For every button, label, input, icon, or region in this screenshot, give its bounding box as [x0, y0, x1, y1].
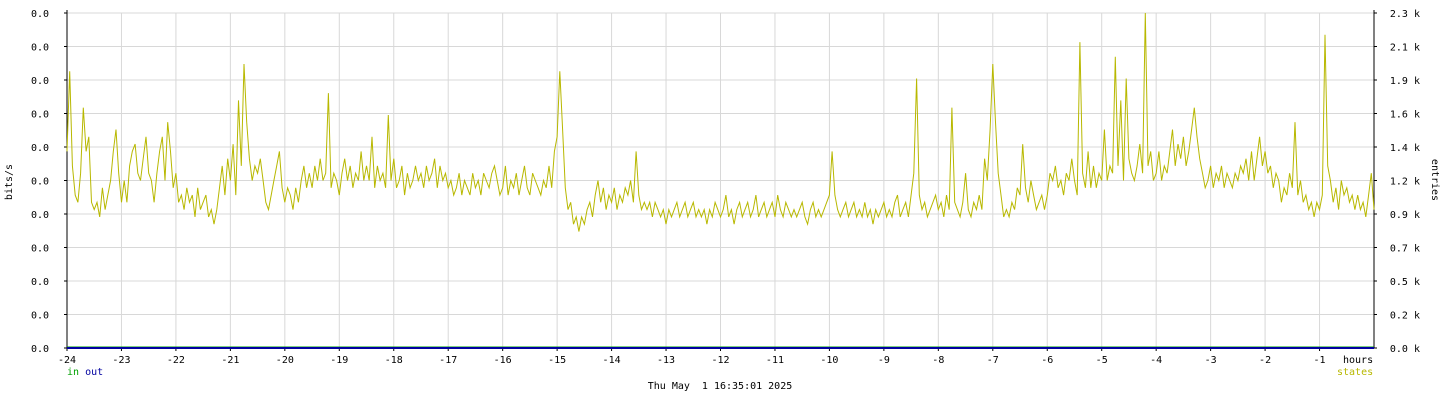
- x-tick-label: -15: [548, 355, 566, 366]
- x-tick-label: -14: [603, 355, 621, 366]
- right-tick-label: 0.5 k: [1390, 277, 1420, 288]
- left-axis-ticks: 0.0 0.0 0.0 0.0 0.0 0.0 0.0 0.0 0.0 0.0 0.0: [31, 9, 67, 355]
- x-tick-label: -19: [330, 355, 348, 366]
- right-tick-label: 0.2 k: [1390, 311, 1420, 322]
- right-tick-label: 2.3 k: [1390, 9, 1420, 20]
- x-tick-label: -24: [58, 355, 76, 366]
- left-tick-label: 0.0: [31, 43, 49, 54]
- x-tick-label: -2: [1259, 355, 1271, 366]
- left-tick-label: 0.0: [31, 277, 49, 288]
- x-tick-label: -1: [1314, 355, 1326, 366]
- legend-in-out: in out: [67, 367, 103, 378]
- right-tick-label: 1.2 k: [1390, 177, 1420, 188]
- x-tick-label: -20: [276, 355, 294, 366]
- x-tick-label: -21: [221, 355, 239, 366]
- left-tick-label: 0.0: [31, 311, 49, 322]
- legend-states: states: [1337, 367, 1373, 378]
- x-tick-label: -22: [167, 355, 185, 366]
- right-tick-label: 1.6 k: [1390, 110, 1420, 121]
- left-tick-label: 0.0: [31, 244, 49, 255]
- x-tick-label: -18: [385, 355, 403, 366]
- left-tick-label: 0.0: [31, 143, 49, 154]
- timestamp: Thu May 1 16:35:01 2025: [648, 381, 793, 392]
- left-tick-label: 0.0: [31, 76, 49, 87]
- x-tick-label: -3: [1205, 355, 1217, 366]
- left-axis-label: bits/s: [4, 164, 15, 200]
- legend-in: in: [67, 367, 80, 378]
- left-tick-label: 0.0: [31, 9, 49, 20]
- series-line-states: [66, 12, 1375, 232]
- x-tick-label: -12: [711, 355, 729, 366]
- left-tick-label: 0.0: [31, 177, 49, 188]
- x-tick-label: -16: [494, 355, 512, 366]
- x-tick-label: -5: [1096, 355, 1108, 366]
- right-tick-label: 0.9 k: [1390, 210, 1420, 221]
- right-tick-label: 1.4 k: [1390, 143, 1420, 154]
- x-tick-label: -4: [1150, 355, 1162, 366]
- x-tick-label: -6: [1041, 355, 1053, 366]
- x-tick-label: -17: [439, 355, 457, 366]
- x-tick-label: -23: [112, 355, 130, 366]
- x-tick-label: -11: [766, 355, 784, 366]
- x-tick-label: -10: [820, 355, 838, 366]
- right-tick-label: 0.7 k: [1390, 244, 1420, 255]
- grid: [66, 10, 1375, 349]
- x-tick-label: -9: [878, 355, 890, 366]
- right-tick-label: 1.9 k: [1390, 76, 1420, 87]
- right-tick-label: 2.1 k: [1390, 43, 1420, 54]
- legend-states-label: states: [1337, 367, 1374, 378]
- x-tick-label: -13: [657, 355, 675, 366]
- right-tick-label: 0.0 k: [1390, 344, 1420, 355]
- x-axis-label: hours: [1343, 355, 1373, 366]
- legend-out: out: [85, 367, 104, 378]
- x-tick-label: -8: [932, 355, 944, 366]
- left-tick-label: 0.0: [31, 210, 49, 221]
- x-axis-ticks: -24 -23 -22 -21 -20 -19 -18 -17 -16 -15 -14 -13 -12 -…: [58, 348, 1326, 366]
- left-tick-label: 0.0: [31, 344, 49, 355]
- left-tick-label: 0.0: [31, 110, 49, 121]
- right-axis-ticks: 0.0 k 0.2 k 0.5 k 0.7 k 0.9 k 1.2 k 1.4 k 1.6 k…: [1374, 9, 1420, 355]
- x-tick-label: -7: [987, 355, 999, 366]
- right-axis-label: entries: [1429, 159, 1440, 201]
